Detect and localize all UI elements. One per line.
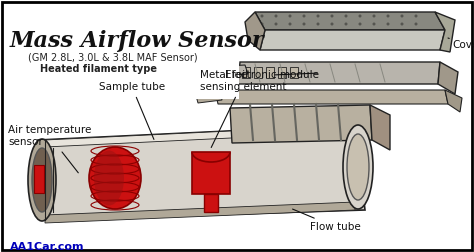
Polygon shape (435, 12, 455, 52)
Polygon shape (290, 67, 298, 78)
Polygon shape (266, 67, 274, 78)
Text: Cover: Cover (448, 38, 474, 50)
Bar (192, 152, 230, 194)
Polygon shape (238, 62, 440, 84)
Ellipse shape (330, 15, 334, 17)
Ellipse shape (302, 15, 306, 17)
Polygon shape (445, 90, 462, 112)
Ellipse shape (373, 15, 375, 17)
Ellipse shape (401, 15, 403, 17)
Polygon shape (230, 105, 372, 143)
Ellipse shape (89, 147, 141, 209)
Polygon shape (260, 30, 445, 50)
Ellipse shape (345, 22, 347, 25)
Ellipse shape (317, 22, 319, 25)
Polygon shape (254, 67, 262, 78)
Ellipse shape (386, 22, 390, 25)
Polygon shape (215, 90, 448, 104)
Text: AA1Car.com: AA1Car.com (10, 242, 84, 252)
Polygon shape (195, 90, 222, 103)
Text: Flow tube: Flow tube (292, 209, 361, 232)
Bar (34, 165, 44, 193)
Ellipse shape (274, 15, 277, 17)
Ellipse shape (343, 125, 373, 209)
Polygon shape (45, 125, 355, 147)
Text: Mass Airflow Sensor: Mass Airflow Sensor (10, 30, 264, 52)
Ellipse shape (32, 148, 52, 212)
Ellipse shape (414, 22, 418, 25)
Ellipse shape (386, 15, 390, 17)
Text: (GM 2.8L, 3.0L & 3.8L MAF Sensor): (GM 2.8L, 3.0L & 3.8L MAF Sensor) (28, 52, 198, 62)
Polygon shape (255, 12, 445, 30)
Ellipse shape (289, 15, 292, 17)
Ellipse shape (373, 22, 375, 25)
Text: Heated filament type: Heated filament type (40, 64, 157, 74)
Polygon shape (210, 65, 248, 77)
Polygon shape (38, 125, 365, 220)
Polygon shape (242, 67, 250, 78)
Text: Electronic module: Electronic module (225, 70, 319, 80)
Polygon shape (245, 12, 265, 50)
Ellipse shape (358, 22, 362, 25)
Polygon shape (370, 105, 390, 150)
Bar (204, 194, 218, 212)
Polygon shape (45, 202, 355, 223)
Ellipse shape (345, 15, 347, 17)
Ellipse shape (317, 15, 319, 17)
Bar (4, 4, 239, 99)
Polygon shape (278, 67, 286, 78)
Text: Sample tube: Sample tube (99, 82, 165, 139)
Ellipse shape (289, 22, 292, 25)
Ellipse shape (28, 139, 56, 221)
Ellipse shape (358, 15, 362, 17)
Polygon shape (438, 62, 458, 94)
Ellipse shape (261, 22, 264, 25)
Ellipse shape (414, 15, 418, 17)
Ellipse shape (302, 22, 306, 25)
Ellipse shape (94, 150, 124, 205)
Ellipse shape (274, 22, 277, 25)
Ellipse shape (347, 134, 369, 200)
Ellipse shape (401, 22, 403, 25)
Ellipse shape (261, 15, 264, 17)
Ellipse shape (330, 22, 334, 25)
Text: Air temperature
sensor: Air temperature sensor (8, 125, 91, 173)
Text: Metal foil
sensing element: Metal foil sensing element (200, 70, 286, 147)
